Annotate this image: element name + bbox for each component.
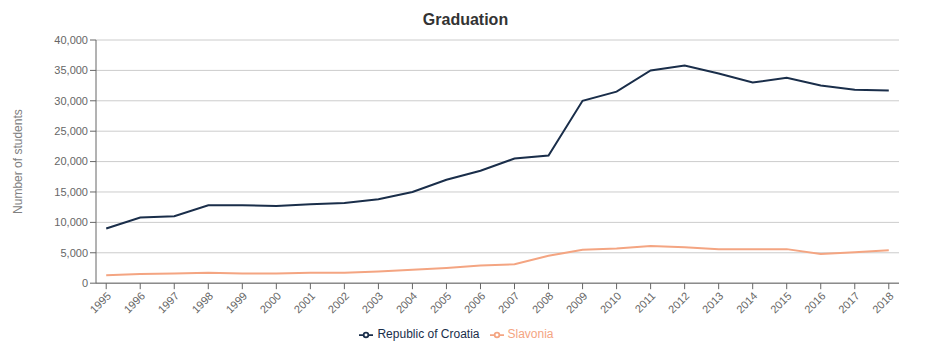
html-text:Republic of Croatia: Republic of Croatia	[377, 327, 480, 342]
svg-text:40,000: 40,000	[54, 34, 88, 46]
html-text:Graduation: Graduation	[422, 11, 509, 28]
svg-text:2014: 2014	[734, 290, 760, 316]
svg-text:Number of students: Number of students	[11, 109, 25, 214]
svg-text:2017: 2017	[836, 290, 862, 316]
svg-text:20,000: 20,000	[54, 155, 88, 167]
svg-text:2010: 2010	[598, 290, 624, 316]
svg-text:30,000: 30,000	[54, 95, 88, 107]
svg-text:2006: 2006	[462, 290, 488, 316]
svg-text:2000: 2000	[257, 290, 283, 316]
svg-text:0: 0	[82, 277, 88, 289]
svg-text:2016: 2016	[802, 290, 828, 316]
svg-text:2009: 2009	[564, 290, 590, 316]
svg-text:10,000: 10,000	[54, 216, 88, 228]
svg-text:2002: 2002	[326, 290, 352, 316]
svg-text:5,000: 5,000	[60, 247, 88, 259]
svg-text:1995: 1995	[87, 290, 113, 316]
html-text:Slavonia: Slavonia	[507, 327, 554, 342]
svg-text:2018: 2018	[870, 290, 896, 316]
svg-text:2004: 2004	[394, 290, 420, 316]
svg-text:2005: 2005	[428, 290, 454, 316]
svg-text:25,000: 25,000	[54, 125, 88, 137]
svg-text:2012: 2012	[666, 290, 692, 316]
svg-text:2007: 2007	[496, 290, 522, 316]
svg-text:2011: 2011	[632, 290, 657, 315]
svg-text:1997: 1997	[155, 290, 181, 316]
svg-text:1998: 1998	[189, 290, 215, 316]
svg-text:15,000: 15,000	[54, 186, 88, 198]
svg-text:2013: 2013	[700, 290, 726, 316]
svg-text:2015: 2015	[768, 290, 794, 316]
svg-text:2003: 2003	[360, 290, 386, 316]
svg-text:1999: 1999	[223, 290, 249, 316]
svg-text:35,000: 35,000	[54, 64, 88, 76]
svg-text:2001: 2001	[291, 290, 317, 316]
svg-text:2008: 2008	[530, 290, 556, 316]
svg-text:1996: 1996	[121, 290, 147, 316]
